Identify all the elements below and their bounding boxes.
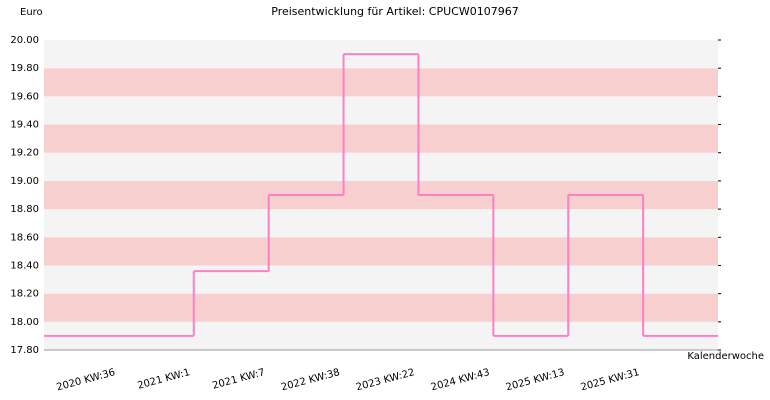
x-tick-label: 2025 KW:13 (505, 367, 566, 393)
x-tick-label: 2022 KW:38 (280, 367, 341, 393)
y-tick-label: 18.40 (10, 260, 39, 271)
y-tick-label: 18.60 (10, 232, 39, 243)
y-tick-label: 19.60 (10, 91, 39, 102)
x-tick-label: 2025 KW:31 (580, 367, 641, 393)
y-axis-label: Euro (20, 7, 43, 18)
x-tick-label: 2021 KW:1 (136, 367, 191, 392)
y-tick-label: 19.80 (10, 63, 39, 74)
x-tick-label: 2020 KW:36 (55, 367, 116, 393)
y-tick-label: 19.40 (10, 120, 39, 131)
background-band (44, 124, 718, 153)
y-tick-label: 19.00 (10, 176, 39, 187)
y-tick-label: 17.80 (10, 345, 39, 356)
y-tick-label: 18.00 (10, 317, 39, 328)
x-tick-label: 2024 KW:43 (430, 367, 491, 393)
background-band (44, 68, 718, 97)
background-band (44, 96, 718, 125)
background-band (44, 293, 718, 322)
background-band (44, 209, 718, 238)
background-band (44, 237, 718, 266)
chart-title: Preisentwicklung für Artikel: CPUCW01079… (271, 5, 518, 18)
x-tick-label: 2021 KW:7 (211, 367, 266, 392)
y-tick-label: 20.00 (10, 35, 39, 46)
background-band (44, 152, 718, 181)
x-tick-label: 2023 KW:22 (355, 367, 416, 393)
background-band (44, 265, 718, 294)
x-axis-label: Kalenderwoche (687, 351, 764, 362)
y-tick-label: 18.80 (10, 204, 39, 215)
y-tick-label: 18.20 (10, 289, 39, 300)
y-tick-label: 19.20 (10, 148, 39, 159)
